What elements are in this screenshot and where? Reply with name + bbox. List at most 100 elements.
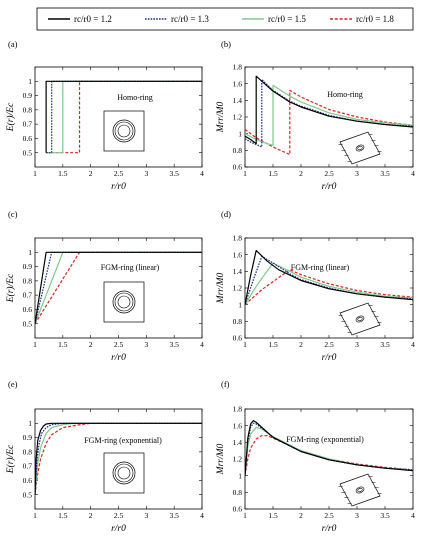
x-tick-label: 4 [200, 169, 204, 178]
x-tick-label: 1.5 [58, 169, 68, 178]
inset-plate [339, 302, 381, 336]
x-axis-label: r/r0 [322, 353, 337, 363]
x-tick-label: 2 [89, 340, 93, 349]
y-axis-label: Mrr/M0 [216, 443, 226, 475]
y-tick-label: 0.6 [23, 305, 33, 314]
x-tick-label: 2 [299, 169, 303, 178]
y-tick-label: 0.8 [233, 488, 243, 497]
x-tick-label: 3 [144, 340, 148, 349]
y-tick-label: 1 [238, 129, 242, 138]
y-tick-label: 1 [238, 300, 242, 309]
series-line [35, 422, 202, 495]
y-tick-label: 1.2 [233, 113, 243, 122]
panel-title: FGM-ring (linear) [291, 263, 350, 272]
panel-title: FGM-ring (exponential) [286, 435, 364, 444]
series-line [245, 75, 413, 145]
x-tick-label: 1 [243, 169, 247, 178]
x-axis-label: r/r0 [111, 524, 126, 534]
panel-title: FGM-ring (exponential) [84, 436, 162, 445]
inset-outer-circle [112, 461, 136, 485]
x-tick-label: 2 [89, 511, 93, 520]
x-tick-label: 2 [299, 340, 303, 349]
panel-label: (f) [221, 379, 230, 389]
x-tick-label: 1 [243, 340, 247, 349]
series-line [35, 251, 202, 324]
inset-hole-inner [357, 487, 363, 493]
series-line [245, 269, 413, 306]
x-tick-label: 1.5 [58, 340, 68, 349]
y-tick-label: 1.8 [233, 63, 243, 72]
x-tick-label: 1.5 [268, 511, 278, 520]
panel-title: Homo-ring [117, 93, 153, 102]
plot-frame [244, 66, 414, 168]
legend-label: rc/r0 = 1.8 [356, 14, 394, 24]
legend-label: rc/r0 = 1.5 [268, 14, 306, 24]
x-axis-label: r/r0 [111, 353, 126, 363]
y-tick-label: 1 [28, 248, 32, 257]
y-axis-label: E(r)/Ec [5, 102, 16, 132]
y-tick-label: 0.6 [23, 134, 33, 143]
legend-box [36, 7, 414, 31]
inset-outer-circle [112, 290, 136, 314]
x-tick-label: 2.5 [114, 511, 124, 520]
inset-hole-inner [357, 316, 363, 322]
x-axis-label: r/r0 [322, 524, 337, 534]
y-axis-label: E(r)/Ec [5, 273, 16, 303]
series-line [245, 262, 413, 305]
y-tick-label: 1 [28, 419, 32, 428]
inset-ring-circle [114, 292, 134, 312]
y-tick-label: 1.2 [233, 284, 243, 293]
series-line [245, 435, 413, 476]
x-axis-label: r/r0 [322, 182, 337, 192]
inset-plate-square [103, 452, 145, 494]
panel-label: (d) [221, 209, 231, 219]
y-tick-label: 0.6 [233, 163, 243, 172]
inset-hole-circle [117, 466, 131, 480]
legend-label: rc/r0 = 1.3 [171, 14, 209, 24]
x-tick-label: 1 [243, 511, 247, 520]
y-tick-label: 1.4 [233, 438, 243, 447]
series-line [35, 422, 202, 495]
x-tick-label: 1 [33, 169, 37, 178]
inset-hole-inner [357, 145, 363, 151]
inset-hole-outer [355, 486, 365, 494]
y-tick-label: 1.8 [233, 234, 243, 243]
y-tick-label: 0.8 [23, 276, 33, 285]
x-tick-label: 3 [355, 511, 359, 520]
x-tick-label: 3.5 [380, 511, 390, 520]
chart-panel: (e) 1 1.5 2 2.5 3 3.5 4 0.5 0.6 0.7 0.8 0.9 1 r/r0 E(r)… [5, 379, 204, 534]
legend-label: rc/r0 = 1.2 [74, 14, 112, 24]
y-tick-label: 1.6 [233, 250, 243, 259]
y-tick-label: 1.6 [233, 79, 243, 88]
y-axis-label: Mrr/M0 [216, 272, 226, 304]
y-tick-label: 0.9 [23, 433, 33, 442]
x-tick-label: 2.5 [324, 511, 334, 520]
y-tick-label: 0.6 [23, 476, 33, 485]
x-tick-label: 1.5 [268, 169, 278, 178]
x-tick-label: 3 [355, 169, 359, 178]
y-tick-label: 0.8 [233, 317, 243, 326]
panel-title: Homo-ring [327, 90, 363, 99]
panel-label: (a) [8, 39, 18, 49]
panels: (a) 1 1.5 2 2.5 3 3.5 4 0.5 0.6 0.7 0.8 0.9 1 r/r0 E(r)… [5, 39, 415, 534]
series-line [245, 249, 413, 305]
x-axis-label: r/r0 [111, 182, 126, 192]
y-tick-label: 0.9 [23, 262, 33, 271]
y-tick-label: 1.2 [233, 455, 243, 464]
y-tick-label: 0.5 [23, 148, 33, 157]
inset-plate-square [103, 281, 145, 323]
inset-plate-square [103, 110, 145, 152]
x-tick-label: 4 [411, 511, 415, 520]
x-tick-label: 1 [33, 340, 37, 349]
series-line [245, 84, 413, 146]
inset-ring-circle [114, 121, 134, 141]
series-line [245, 89, 413, 156]
x-tick-label: 2.5 [324, 340, 334, 349]
chart-panel: (b) 1 1.5 2 2.5 3 3.5 4 0.6 0.8 1 1.2 1.4 1.6 1.8 r/r0 M… [216, 39, 415, 192]
x-tick-label: 1.5 [268, 340, 278, 349]
legend: rc/r0 = 1.2 rc/r0 = 1.3 rc/r0 = 1.5 rc/r0 =… [36, 7, 414, 31]
inset-outer-circle [112, 119, 136, 143]
panel-title: FGM-ring (linear) [101, 263, 160, 272]
x-tick-label: 4 [200, 511, 204, 520]
